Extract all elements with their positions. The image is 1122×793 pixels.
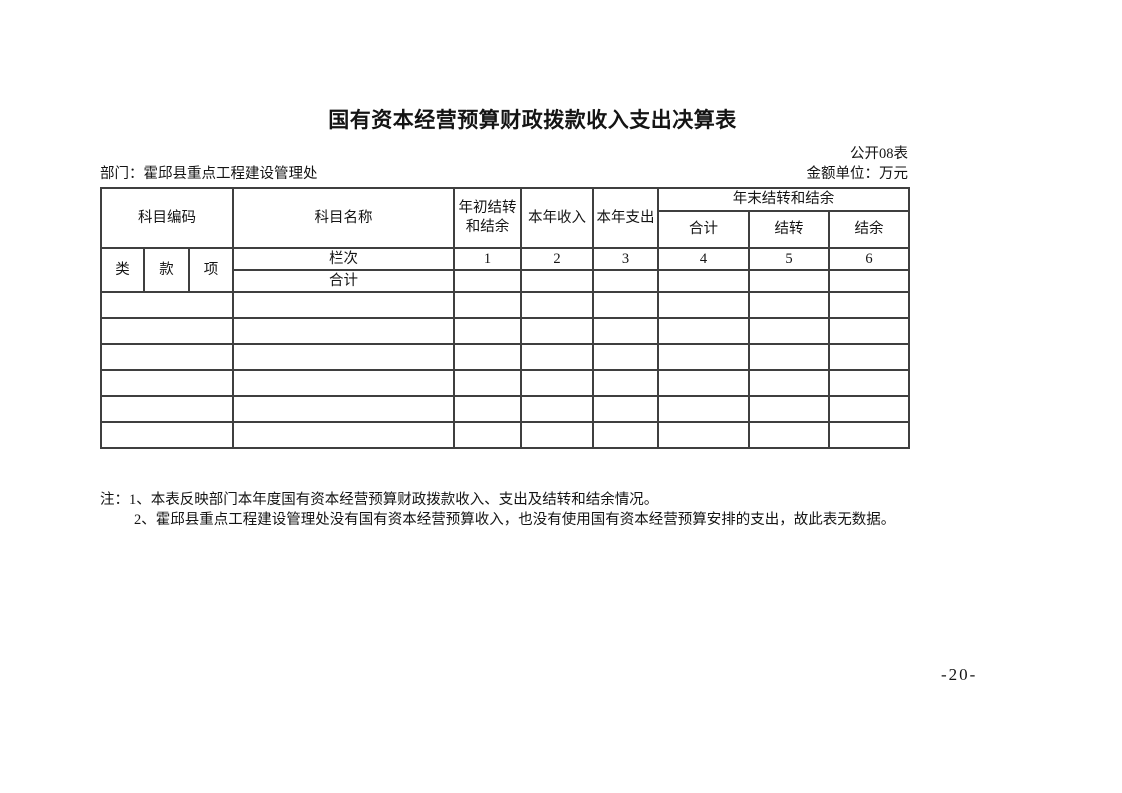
empty-cell bbox=[748, 343, 831, 371]
empty-cell bbox=[232, 343, 456, 371]
table-row bbox=[99, 343, 911, 371]
empty-cell bbox=[453, 421, 523, 449]
empty-cell bbox=[828, 317, 911, 345]
header-yearend-total: 合计 bbox=[657, 210, 751, 249]
empty-cell bbox=[99, 317, 235, 345]
header-row-1: 科目编码 科目名称 年初结转和结余 本年收入 本年支出 年末结转和结余 bbox=[99, 187, 911, 249]
empty-cell bbox=[828, 369, 911, 397]
empty-cell bbox=[657, 395, 751, 423]
note-label: 注： bbox=[100, 492, 129, 508]
page-number: -20- bbox=[941, 665, 978, 684]
table-row bbox=[99, 291, 911, 319]
column-number: 6 bbox=[828, 247, 911, 271]
note-text-1: 1、本表反映部门本年度国有资本经营预算财政拨款收入、支出及结转和结余情况。 bbox=[129, 492, 659, 508]
empty-cell bbox=[99, 343, 235, 371]
empty-cell bbox=[828, 395, 911, 423]
empty-cell bbox=[592, 395, 660, 423]
column-number: 4 bbox=[657, 247, 751, 271]
empty-cell bbox=[232, 291, 456, 319]
header-yearend-surplus: 结余 bbox=[828, 210, 911, 249]
empty-cell bbox=[99, 369, 235, 397]
empty-cell bbox=[592, 291, 660, 319]
empty-cell bbox=[657, 343, 751, 371]
empty-cell bbox=[99, 395, 235, 423]
empty-cell bbox=[99, 291, 235, 319]
total-value-cell bbox=[657, 269, 751, 293]
empty-cell bbox=[748, 317, 831, 345]
empty-cell bbox=[520, 317, 595, 345]
total-value-cell bbox=[828, 269, 911, 293]
header-row-2: 合计 结转 结余 bbox=[101, 210, 911, 249]
empty-cell bbox=[453, 343, 523, 371]
empty-cell bbox=[520, 395, 595, 423]
empty-cell bbox=[232, 317, 456, 345]
empty-cell bbox=[520, 369, 595, 397]
empty-cell bbox=[657, 421, 751, 449]
header-beginning-carryover: 年初结转和结余 bbox=[453, 187, 523, 249]
total-value-cell bbox=[520, 269, 595, 293]
empty-cell bbox=[520, 291, 595, 319]
header-current-year-expenditure: 本年支出 bbox=[592, 187, 660, 249]
header-column-index-label: 栏次 bbox=[232, 247, 456, 271]
empty-cell bbox=[748, 421, 831, 449]
empty-cell bbox=[828, 421, 911, 449]
note-line-2: 2、霍邱县重点工程建设管理处没有国有资本经营预算收入，也没有使用国有资本经营预算… bbox=[100, 510, 920, 530]
header-code-class: 类 bbox=[100, 247, 145, 293]
column-number: 1 bbox=[453, 247, 523, 271]
empty-cell bbox=[520, 421, 595, 449]
empty-cell bbox=[99, 421, 235, 449]
empty-cell bbox=[748, 291, 831, 319]
note-line-1: 注：1、本表反映部门本年度国有资本经营预算财政拨款收入、支出及结转和结余情况。 bbox=[100, 490, 920, 510]
empty-cell bbox=[453, 369, 523, 397]
total-value-cell bbox=[748, 269, 831, 293]
empty-cell bbox=[520, 343, 595, 371]
empty-cell bbox=[748, 369, 831, 397]
empty-cell bbox=[232, 395, 456, 423]
header-current-year-income: 本年收入 bbox=[520, 187, 595, 249]
header-code-section: 款 bbox=[143, 247, 190, 293]
note-text-2: 2、霍邱县重点工程建设管理处没有国有资本经营预算收入，也没有使用国有资本经营预算… bbox=[134, 512, 896, 528]
form-code-label: 公开08表 bbox=[850, 146, 908, 162]
table-meta-row: 部门：霍邱县重点工程建设管理处 金额单位：万元 bbox=[100, 165, 908, 183]
empty-cell bbox=[592, 343, 660, 371]
empty-cell bbox=[657, 317, 751, 345]
empty-cell bbox=[453, 395, 523, 423]
empty-cell bbox=[592, 369, 660, 397]
header-subject-name: 科目名称 bbox=[232, 187, 456, 249]
empty-rows-body bbox=[99, 291, 911, 449]
department-label: 部门：霍邱县重点工程建设管理处 bbox=[100, 166, 318, 182]
header-subject-code: 科目编码 bbox=[99, 187, 235, 249]
empty-cell bbox=[592, 317, 660, 345]
header-yearend-carryover: 结转 bbox=[748, 210, 831, 249]
total-value-cell bbox=[592, 269, 660, 293]
empty-cell bbox=[232, 369, 456, 397]
empty-cell bbox=[657, 291, 751, 319]
empty-cell bbox=[592, 421, 660, 449]
column-number: 5 bbox=[748, 247, 831, 271]
empty-cell bbox=[828, 343, 911, 371]
total-row: 合计 bbox=[101, 269, 911, 293]
table-row bbox=[99, 421, 911, 449]
empty-cell bbox=[828, 291, 911, 319]
budget-final-accounts-table: 科目编码 科目名称 年初结转和结余 本年收入 本年支出 年末结转和结余 合计 结… bbox=[99, 187, 911, 449]
empty-cell bbox=[453, 291, 523, 319]
amount-unit-label: 金额单位：万元 bbox=[806, 166, 909, 182]
header-row-3: 类 款 项 栏次 1 2 3 4 5 6 bbox=[100, 247, 911, 293]
table-row bbox=[99, 395, 911, 423]
empty-cell bbox=[657, 369, 751, 397]
column-number: 2 bbox=[520, 247, 595, 271]
column-number: 3 bbox=[592, 247, 660, 271]
header-code-item: 项 bbox=[187, 247, 235, 293]
table-row bbox=[99, 317, 911, 345]
page-title: 国有资本经营预算财政拨款收入支出决算表 bbox=[328, 109, 737, 132]
header-yearend-carryover-group: 年末结转和结余 bbox=[657, 187, 911, 212]
empty-cell bbox=[748, 395, 831, 423]
empty-cell bbox=[232, 421, 456, 449]
table-notes: 注：1、本表反映部门本年度国有资本经营预算财政拨款收入、支出及结转和结余情况。 … bbox=[100, 490, 920, 530]
total-value-cell bbox=[453, 269, 523, 293]
table-row bbox=[99, 369, 911, 397]
empty-cell bbox=[453, 317, 523, 345]
total-row-label: 合计 bbox=[232, 269, 456, 293]
